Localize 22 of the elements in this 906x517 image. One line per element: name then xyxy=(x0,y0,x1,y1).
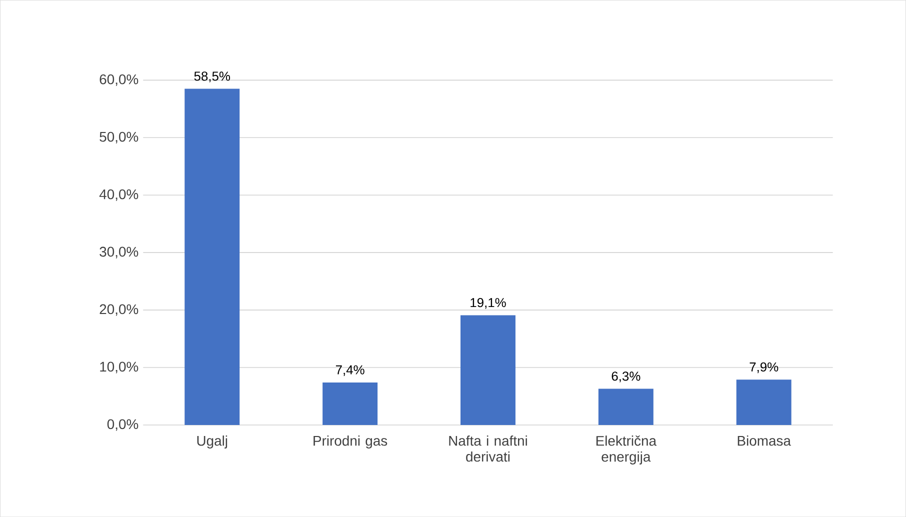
bar xyxy=(460,315,516,425)
data-label: 7,9% xyxy=(750,362,778,374)
bar xyxy=(184,88,240,425)
bar xyxy=(736,380,792,425)
bar xyxy=(598,388,654,425)
y-tick-label: 50,0% xyxy=(100,132,138,144)
x-tick-label: Električna energija xyxy=(596,435,657,464)
y-tick-label: 30,0% xyxy=(100,246,138,258)
y-tick-label: 40,0% xyxy=(99,189,138,201)
y-tick-label: 10,0% xyxy=(100,362,138,374)
data-label: 7,4% xyxy=(336,365,364,376)
data-label: 58,5% xyxy=(194,71,230,82)
data-label: 19,1% xyxy=(470,298,506,309)
x-tick-label: Prirodni gas xyxy=(314,435,388,448)
x-tick-label: Ugalj xyxy=(197,435,228,448)
y-tick-label: 20,0% xyxy=(100,304,138,316)
x-tick-label: Biomasa xyxy=(738,435,791,446)
y-tick-label: 60,0% xyxy=(100,74,138,86)
data-label: 6,3% xyxy=(612,372,640,382)
bar xyxy=(322,382,378,425)
x-tick-label: Nafta i naftni derivati xyxy=(449,435,527,462)
y-tick-label: 0,0% xyxy=(107,419,138,431)
